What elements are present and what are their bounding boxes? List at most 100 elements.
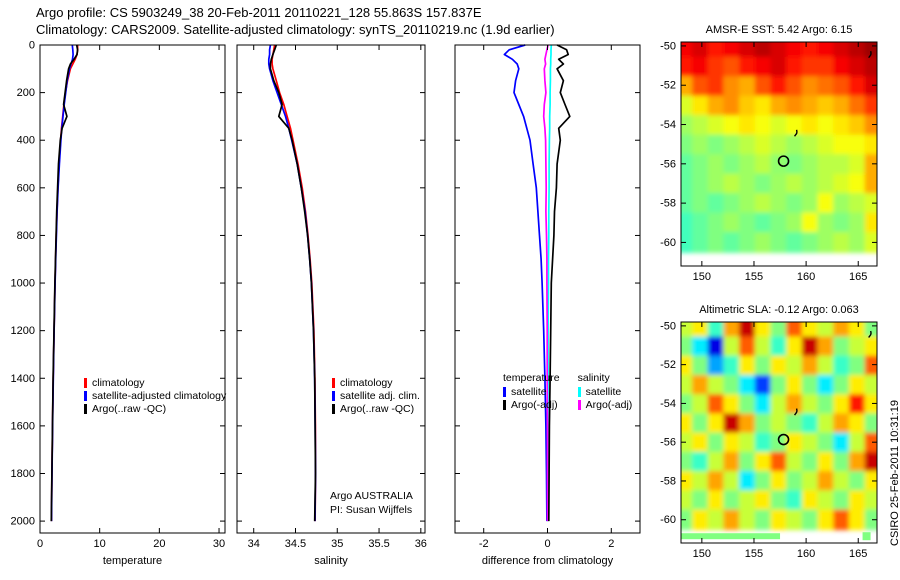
sst_map-cell [786, 212, 804, 234]
sla_map-cell [691, 490, 710, 511]
sst_map-cell [848, 56, 867, 78]
csiro-timestamp: CSIRO 25-Feb-2011 10:31:19 [889, 400, 900, 546]
figure-title-line1: Argo profile: CS 5903249_38 20-Feb-2011 … [36, 5, 482, 20]
sst_map-cell [817, 232, 835, 253]
sla_map-cell [770, 336, 788, 358]
sst_map-cell [754, 56, 772, 78]
sla_map-cell [707, 471, 725, 492]
sla_map-cell [786, 471, 804, 492]
sst_map-cell [739, 56, 757, 78]
sla_map-cell [833, 451, 851, 473]
sla_map-cell [864, 336, 877, 358]
sst_map-cell [817, 95, 835, 117]
sst_map-cell [864, 134, 877, 156]
sst_map-cell [739, 115, 757, 137]
temperature_profile-y-tick-label: 200 [17, 87, 35, 99]
sst_map-cell [707, 56, 725, 78]
sst_map-cell [707, 193, 725, 214]
legend-difference: temperature satellite Argo(-adj) salinity sa… [503, 372, 632, 411]
sst_map-cell [754, 95, 772, 117]
sst_map-cell [723, 76, 741, 98]
sla_map-cell [681, 374, 694, 396]
sst_map-cell [723, 193, 741, 214]
sst_map-cell [770, 193, 788, 214]
sla_map-cell [817, 374, 835, 396]
sla_map-cell [786, 322, 804, 338]
sla_map-cell [801, 355, 819, 377]
sla_map-cell [681, 336, 694, 358]
sst_map-cell [707, 95, 725, 117]
sst_map-cell [770, 42, 788, 59]
sla_map-cell [833, 471, 851, 492]
sla_map-cell [691, 413, 710, 435]
sst_map-cell [754, 154, 772, 176]
sla_map-cell [801, 471, 819, 492]
legend-item: satellite adj. clim. [332, 389, 420, 402]
sst_map-float-position-marker [777, 155, 790, 167]
sla_map-cell [770, 509, 788, 531]
salinity_profile-x-tick-label: 35 [331, 538, 343, 550]
legend-item: climatology [332, 376, 420, 389]
sla_map-cell [770, 490, 788, 511]
sst_map-cell [786, 134, 804, 156]
sla_map-cell [864, 451, 877, 473]
sla_map-cell [864, 355, 877, 377]
sst_map-cell [864, 95, 877, 117]
sla_map-cell [817, 394, 835, 415]
sst_map-y-tick-label: -52 [660, 80, 676, 92]
sla_map-cell [786, 413, 804, 435]
sst_map-cell [739, 212, 757, 234]
sst_map-x-tick-label: 155 [745, 271, 763, 283]
sla_map-cell [754, 471, 772, 492]
sst_map-cell [707, 76, 725, 98]
sst_map-cell [691, 42, 710, 59]
sst_map-cell [801, 154, 819, 176]
sst_map-cell [723, 134, 741, 156]
sla_map-cell [848, 490, 867, 511]
sla_map-cell [833, 413, 851, 435]
sla_map-cell [817, 322, 835, 338]
sla_map-cell [817, 490, 835, 511]
legend-line-marker [577, 386, 581, 397]
sst_map-cell [817, 212, 835, 234]
sla_map-cell [723, 432, 741, 454]
legend-label: satellite adj. clim. [340, 389, 420, 402]
sla_map-cell [864, 471, 877, 492]
temperature_profile-y-tick-label: 1400 [11, 373, 35, 385]
temperature_profile-y-tick-label: 2000 [11, 516, 35, 528]
sla_map-cell [739, 355, 757, 377]
sla_map-cell [723, 355, 741, 377]
figure-title-line2: Climatology: CARS2009. Satellite-adjuste… [36, 22, 555, 37]
sla_map-cell [723, 394, 741, 415]
sla_map-cell [707, 451, 725, 473]
sla_map-cell [707, 432, 725, 454]
sla_map-cell [770, 471, 788, 492]
sst_map-cell [833, 95, 851, 117]
sst_map-y-tick-label: -60 [660, 237, 676, 249]
sla_map-cell [739, 509, 757, 531]
sla_map-y-tick-label: -52 [660, 359, 676, 371]
sla_map-cell [681, 451, 694, 473]
sla_map-cell [848, 336, 867, 358]
sla_map-cell [707, 355, 725, 377]
sla_map-cell [833, 490, 851, 511]
salinity_profile-x-tick-label: 35.5 [368, 538, 389, 550]
sla_map-cell [681, 355, 694, 377]
sst_map-cell [786, 115, 804, 137]
legend-label: Argo(..raw -QC) [340, 402, 415, 415]
sst_map-cell [723, 95, 741, 117]
legend-item: satellite [577, 385, 633, 398]
legend-label: Argo(-adj) [585, 398, 633, 411]
temperature_profile-x-tick-label: 20 [153, 538, 165, 550]
legend-item: Argo(-adj) [503, 398, 560, 411]
sst_map-cell [754, 173, 772, 195]
sst_map-cell [833, 134, 851, 156]
sst_map-cell [681, 154, 694, 176]
sla_map-cell [786, 451, 804, 473]
sst_map-cell [801, 76, 819, 98]
sst_map-cell [754, 212, 772, 234]
sst_map-cell [770, 95, 788, 117]
sst_map-cell [770, 134, 788, 156]
sla_map-cell [833, 432, 851, 454]
sla_map-cell [801, 432, 819, 454]
